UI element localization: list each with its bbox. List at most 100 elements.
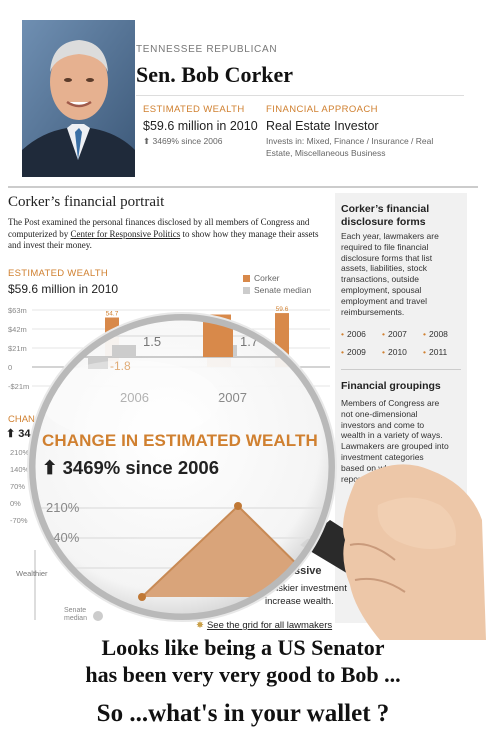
bullet-icon: • <box>382 347 385 357</box>
caption-line2: has been very very good to Bob ... <box>85 662 401 687</box>
bullet-icon: • <box>423 347 426 357</box>
see-grid-text: See the grid for all lawmakers <box>206 620 333 631</box>
year-link-2006[interactable]: • 2006 <box>341 329 366 339</box>
see-grid-link[interactable]: ✸ See the grid for all lawmakers <box>196 620 332 631</box>
legend-median: Senate median <box>243 284 311 296</box>
estimated-wealth-value: $59.6 million in 2010 <box>143 119 258 133</box>
year-link-2010[interactable]: • 2010 <box>382 347 407 357</box>
invests-in-line1: Invests in: Mixed, Finance / Insurance /… <box>266 136 434 146</box>
wealthier-label: Wealthier <box>16 569 48 578</box>
groupings-body-line: Lawmakers are grouped into <box>341 441 449 452</box>
pct-tick-label: -70% <box>10 516 28 525</box>
groupings-body-line: not one-dimensional <box>341 408 418 419</box>
invests-in-line2: Estate, Miscellaneous Business <box>266 148 386 158</box>
senate-median-label: median <box>64 615 87 622</box>
portrait-intro: The Post examined the personal finances … <box>8 217 330 252</box>
year-link-label: 2009 <box>346 347 366 357</box>
bar-corker <box>207 314 231 367</box>
bar-value-label: 54.7 <box>106 311 119 318</box>
bullet-icon: • <box>341 347 344 357</box>
riskier-line2: increase wealth. <box>265 596 334 607</box>
year-link-label: 2008 <box>428 329 448 339</box>
disclosure-forms-title-line2: disclosure forms <box>341 216 426 228</box>
aggressive-label: aggressive <box>264 565 322 577</box>
forms-body-line: disclosure forms that list <box>341 252 433 263</box>
bullet-icon: • <box>341 329 344 339</box>
legend-median-label: Senate median <box>254 285 312 295</box>
header-divider <box>136 95 464 96</box>
year-link-2008[interactable]: • 2008 <box>423 329 448 339</box>
year-link-2011[interactable]: • 2011 <box>423 347 447 357</box>
disclosure-forms-title-line1: Corker’s financial <box>341 203 430 215</box>
year-link-label: 2011 <box>428 347 448 357</box>
groupings-body-line: based on where <box>341 462 402 473</box>
financial-approach-label: FINANCIAL APPROACH <box>266 104 378 115</box>
pct-tick-label: 70% <box>10 482 25 491</box>
bar-corker <box>275 313 289 367</box>
year-link-label: 2010 <box>387 347 407 357</box>
chart-wealth-value: $59.6 million in 2010 <box>8 282 119 296</box>
change-label-partial: CHAN <box>8 414 35 425</box>
year-link-2009[interactable]: • 2009 <box>341 347 366 357</box>
forms-body-line: employment and travel <box>341 295 427 306</box>
pct-tick-label: 0% <box>10 499 21 508</box>
senator-name: Sen. Bob Corker <box>136 62 294 87</box>
senate-median-label: Senate <box>64 607 86 614</box>
bar-corker <box>105 317 119 367</box>
year-link-label: 2006 <box>346 329 366 339</box>
groupings-body-line: Members of Congress are <box>341 398 440 408</box>
y-tick-label: -$21m <box>8 382 29 391</box>
forms-body-line: assets, liabilities, stock <box>341 263 427 274</box>
change-value-partial: ⬆ 34 <box>6 428 31 440</box>
disclosure-forms-title: Corker’s financial disclosure forms <box>341 203 429 229</box>
bullet-icon: • <box>382 329 385 339</box>
intro-text-before: The Post examined the personal finances … <box>8 217 310 239</box>
estimated-wealth-change: ⬆ 3469% since 2006 <box>143 136 223 146</box>
chart-legend: Corker Senate median <box>243 272 311 296</box>
chart-wealth-label: ESTIMATED WEALTH <box>8 268 108 279</box>
groupings-body-line: investors and come to <box>341 419 425 430</box>
legend-median-swatch <box>243 287 250 294</box>
groupings-body-line: wealth in a variety of ways. <box>341 430 443 441</box>
y-tick-label: $21m <box>8 344 27 353</box>
sidebar: Corker’s financial disclosure forms Each… <box>335 193 467 623</box>
forms-body-line: employment, spousal <box>341 284 422 295</box>
pct-tick-label: 210% <box>10 448 30 457</box>
senator-photo <box>22 20 135 177</box>
invests-in: Invests in: Mixed, Finance / Insurance /… <box>266 135 466 159</box>
forms-body-line: transactions, outside <box>341 274 419 285</box>
intro-text-after: to show how they manage their assets and… <box>8 228 319 251</box>
y-tick-label: $63m <box>8 306 27 315</box>
forms-body-line: Each year, lawmakers are <box>341 231 439 241</box>
estimated-wealth-label: ESTIMATED WEALTH <box>143 104 245 115</box>
year-link-label: 2007 <box>387 329 407 339</box>
financial-groupings-title: Financial groupings <box>341 380 441 392</box>
portrait-title: Corker’s financial portrait <box>8 194 165 210</box>
riskier-line1: e riskier investment <box>265 583 347 594</box>
bar-value-label: 59.6 <box>276 306 289 313</box>
senator-party: TENNESSEE REPUBLICAN <box>136 44 278 55</box>
legend-corker-swatch <box>243 275 250 282</box>
median-marker <box>93 611 103 621</box>
y-tick-label: $42m <box>8 325 27 334</box>
grid-icon: ✸ <box>196 620 204 631</box>
sidebar-divider <box>341 369 461 370</box>
groupings-body-line: reported s <box>341 473 380 484</box>
pct-tick-label: 140% <box>10 465 30 474</box>
bullet-icon: • <box>423 329 426 339</box>
financial-approach-value: Real Estate Investor <box>266 119 379 133</box>
caption-line3: So ...what's in your wallet ? <box>96 700 390 727</box>
legend-corker: Corker <box>243 272 311 284</box>
forms-body-line: required to file financial <box>341 241 429 252</box>
magnified-change-value: ⬆ 3469% since 2006 <box>42 457 219 478</box>
magnified-change-title: CHANGE IN ESTIMATED WEALTH <box>42 431 318 450</box>
y-tick-label: 0 <box>8 363 12 372</box>
caption-line1: Looks like being a US Senator <box>101 635 385 660</box>
groupings-body-line: investment categories <box>341 451 424 462</box>
forms-body-line: reimbursements. <box>341 306 405 317</box>
crp-link[interactable]: Center for Responsive Politics <box>70 228 181 239</box>
legend-corker-label: Corker <box>254 273 280 283</box>
disclosure-forms-body: Each year, lawmakers are required to file… <box>341 231 463 317</box>
year-link-2007[interactable]: • 2007 <box>382 329 407 339</box>
